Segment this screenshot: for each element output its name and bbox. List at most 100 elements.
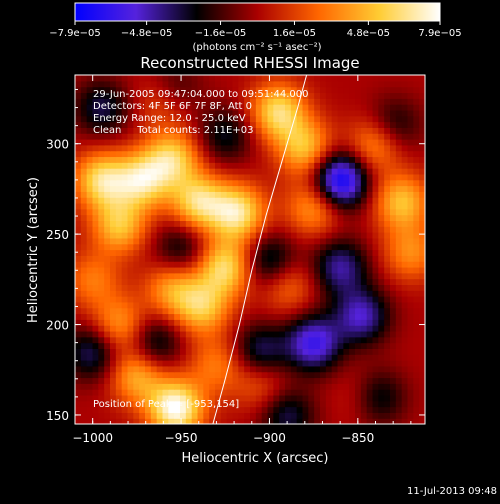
heatmap-cell [302,232,309,239]
heatmap-cell [238,266,245,274]
heatmap-cell [325,272,333,280]
heatmap-cell [325,109,333,117]
heatmap-cell [290,179,298,187]
heatmap-cell [238,109,245,117]
heatmap-cell [325,371,333,379]
heatmap-cell [150,389,158,396]
heatmap-cell [407,133,414,140]
heatmap-cell [285,296,292,303]
heatmap-cell [215,138,222,146]
heatmap-cell [314,296,321,303]
heatmap-cell [285,133,292,140]
heatmap-cell [407,272,414,280]
heatmap-cell [279,80,286,88]
heatmap-cell [80,412,88,419]
heatmap-cell [162,412,169,419]
heatmap-cell [337,104,344,111]
heatmap-cell [273,325,280,332]
heatmap-cell [168,336,175,344]
heatmap-cell [110,383,117,390]
heatmap-cell [156,284,164,291]
heatmap-cell [325,325,333,332]
heatmap-cell [366,179,374,187]
heatmap-cell [238,284,245,291]
heatmap-cell [372,296,379,303]
heatmap-cell [232,400,239,408]
heatmap-cell [209,237,216,245]
heatmap-cell [325,133,333,140]
heatmap-cell [290,255,298,262]
heatmap-cell [232,150,239,158]
heatmap-image [75,75,425,424]
heatmap-cell [290,418,298,424]
heatmap-cell [203,342,210,349]
heatmap-cell [261,284,269,291]
heatmap-cell [197,150,204,158]
heatmap-cell [209,86,216,94]
heatmap-cell [302,365,309,373]
heatmap-cell [407,75,414,82]
heatmap-cell [331,109,339,117]
heatmap-cell [209,301,216,309]
heatmap-cell [325,261,333,268]
heatmap-cell [314,109,321,117]
heatmap-cell [226,237,234,245]
heatmap-cell [75,330,82,338]
heatmap-cell [215,348,222,355]
heatmap-cell [180,202,187,210]
heatmap-cell [104,150,111,158]
heatmap-cell [302,336,309,344]
heatmap-cell [133,80,140,88]
heatmap-cell [180,208,187,216]
heatmap-cell [279,249,286,256]
heatmap-cell [279,330,286,338]
heatmap-cell [378,92,385,99]
heatmap-cell [366,284,374,291]
heatmap-cell [220,185,228,192]
heatmap-cell [285,104,292,111]
heatmap-cell [314,121,321,128]
heatmap-cell [104,418,111,424]
heatmap-cell [349,319,356,326]
heatmap-cell [191,371,199,379]
heatmap-cell [191,232,199,239]
heatmap-cell [121,266,129,274]
heatmap-cell [191,249,199,256]
heatmap-cell [127,348,134,355]
heatmap-cell [384,237,391,245]
heatmap-cell [121,104,129,111]
heatmap-cell [92,243,99,251]
heatmap-cell [331,296,339,303]
heatmap-cell [261,144,269,152]
heatmap-cell [133,354,140,361]
heatmap-cell [191,394,199,402]
heatmap-cell [331,342,339,349]
heatmap-cell [244,232,251,239]
heatmap-cell [185,191,193,198]
heatmap-cell [273,307,280,315]
heatmap-cell [279,301,286,309]
heatmap-cell [197,232,204,239]
heatmap-cell [115,156,123,163]
heatmap-cell [86,354,94,361]
heatmap-cell [366,92,374,99]
heatmap-cell [378,307,385,315]
heatmap-cell [261,249,269,256]
heatmap-cell [314,301,321,309]
heatmap-cell [401,354,409,361]
heatmap-cell [92,313,99,320]
heatmap-cell [349,243,356,251]
heatmap-cell [209,179,216,187]
heatmap-cell [244,418,251,424]
heatmap-cell [191,313,199,320]
heatmap-cell [232,208,239,216]
heatmap-cell [139,342,146,349]
heatmap-cell [395,232,403,239]
heatmap-cell [296,92,304,99]
heatmap-cell [325,249,333,256]
heatmap-cell [226,92,234,99]
heatmap-cell [360,104,368,111]
plot-frame [74,74,426,425]
heatmap-cell [75,371,82,379]
heatmap-cell [261,255,269,262]
